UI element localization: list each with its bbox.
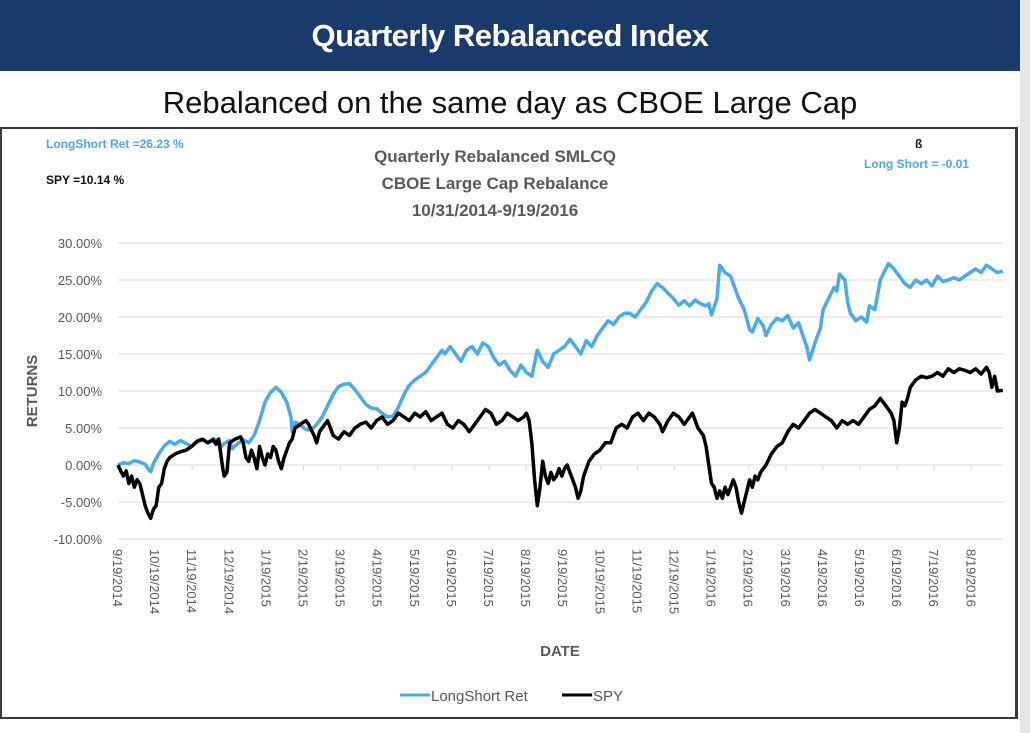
spy-return-stat: SPY =10.14 %: [46, 173, 125, 187]
series-line-spy: [116, 365, 1004, 521]
beta-symbol: ß: [915, 137, 923, 151]
x-tick-label: 2/19/2015: [296, 549, 311, 607]
y-tick-label: 25.00%: [58, 273, 103, 288]
x-tick-label: 9/19/2015: [555, 549, 570, 607]
x-tick-label: 10/19/2014: [147, 549, 162, 614]
x-tick-label: 10/19/2015: [592, 549, 607, 614]
longshort-return-stat: LongShort Ret =26.23 %: [46, 137, 184, 151]
x-tick-label: 11/19/2015: [629, 549, 644, 613]
x-tick-label: 6/19/2016: [889, 549, 904, 607]
x-tick-label: 1/19/2015: [258, 549, 273, 607]
x-tick-label: 3/19/2015: [333, 549, 348, 607]
legend-label-longshort: LongShort Ret: [431, 688, 529, 705]
x-tick-label: 11/19/2014: [184, 549, 199, 613]
x-tick-label: 4/19/2016: [815, 549, 830, 607]
header-bar: Quarterly Rebalanced Index: [0, 0, 1020, 71]
x-axis-ticks: 9/19/2014 10/19/2014 11/19/2014 12/19/2014 1…: [110, 465, 978, 614]
y-tick-label: 10.00%: [58, 384, 103, 399]
x-tick-label: 5/19/2015: [407, 549, 422, 607]
y-tick-label: 30.00%: [58, 236, 103, 251]
x-tick-label: 2/19/2016: [741, 549, 756, 607]
x-tick-label: 4/19/2015: [370, 549, 385, 607]
y-tick-label: 20.00%: [58, 310, 103, 325]
y-tick-label: -5.00%: [61, 495, 103, 510]
x-tick-label: 12/19/2015: [667, 549, 682, 614]
x-axis-label: DATE: [540, 643, 580, 660]
x-tick-label: 1/19/2016: [704, 549, 719, 607]
legend-label-spy: SPY: [593, 688, 623, 705]
y-axis-ticks: 30.00% 25.00% 20.00% 15.00% 10.00% 5.00% 0.00%…: [54, 236, 103, 547]
chart-title: Quarterly Rebalanced SMLCQ CBOE Large Ca…: [374, 147, 616, 220]
series-line-longshort: [117, 261, 1004, 474]
gridlines: [118, 242, 1003, 540]
legend: LongShort Ret SPY: [400, 688, 623, 705]
x-tick-label: 6/19/2015: [444, 549, 459, 607]
x-tick-label: 3/19/2016: [778, 549, 793, 607]
x-tick-label: 8/19/2015: [518, 549, 533, 607]
chart-title-line-2: CBOE Large Cap Rebalance: [382, 174, 609, 193]
chart-title-line-1: Quarterly Rebalanced SMLCQ: [374, 147, 616, 166]
x-tick-label: 7/19/2016: [926, 549, 941, 607]
x-tick-label: 12/19/2014: [221, 549, 236, 614]
x-tick-label: 5/19/2016: [852, 549, 867, 607]
right-edge-strip: [1020, 0, 1030, 733]
beta-longshort-stat: Long Short = -0.01: [864, 157, 970, 171]
page-title: Quarterly Rebalanced Index: [311, 17, 709, 53]
y-tick-label: 0.00%: [65, 458, 102, 473]
y-axis-label: RETURNS: [24, 355, 41, 428]
y-tick-label: -10.00%: [54, 532, 103, 547]
series-lines: [116, 261, 1004, 521]
y-tick-label: 15.00%: [58, 347, 103, 362]
x-tick-label: 7/19/2015: [481, 549, 496, 607]
chart-title-line-3: 10/31/2014-9/19/2016: [412, 201, 578, 220]
page-subtitle: Rebalanced on the same day as CBOE Large…: [162, 85, 858, 120]
y-tick-label: 5.00%: [65, 421, 102, 436]
x-tick-label: 8/19/2016: [963, 549, 978, 607]
x-tick-label: 9/19/2014: [110, 549, 125, 607]
